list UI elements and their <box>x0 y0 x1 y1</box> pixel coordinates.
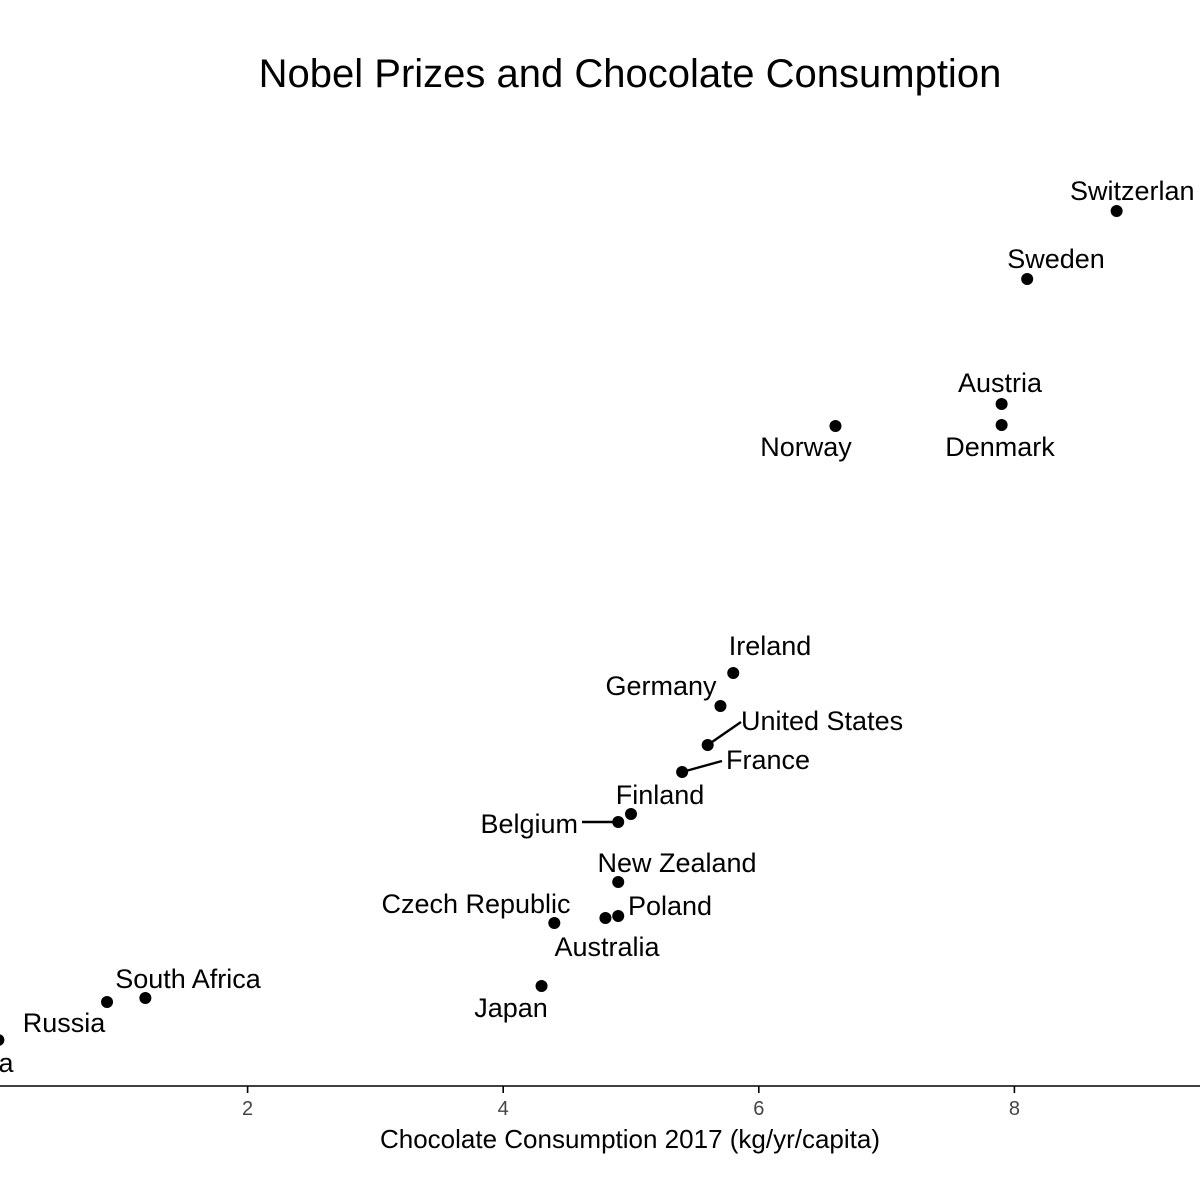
points-layer: Switzerlan Sweden Austria Denmark Norway Irel… <box>0 176 1195 1078</box>
point-france <box>676 766 689 778</box>
point-belgium <box>612 816 625 828</box>
label-germany: Germany <box>605 671 717 701</box>
x-tick-label-6: 6 <box>753 1098 764 1120</box>
leader-line-united-states <box>706 721 742 746</box>
point-denmark <box>995 419 1008 431</box>
label-south-africa: South Africa <box>115 964 262 994</box>
label-poland: Poland <box>628 891 712 921</box>
label-japan: Japan <box>474 993 548 1023</box>
chart-title: Nobel Prizes and Chocolate Consumption <box>259 52 1002 96</box>
x-axis-ticks: 2 4 6 8 <box>242 1086 1020 1120</box>
label-china: a <box>0 1048 14 1078</box>
label-czech-republic: Czech Republic <box>381 889 570 919</box>
point-south-africa <box>139 992 152 1004</box>
point-sweden <box>1021 273 1034 285</box>
leader-line-france <box>681 759 723 774</box>
point-china <box>0 1034 5 1046</box>
label-denmark: Denmark <box>945 432 1055 462</box>
label-united-states: United States <box>741 706 903 736</box>
label-sweden: Sweden <box>1007 244 1105 274</box>
point-new-zealand <box>612 876 625 888</box>
label-switzerland: Switzerlan <box>1070 176 1195 206</box>
x-tick-label-8: 8 <box>1009 1098 1020 1120</box>
label-ireland: Ireland <box>729 631 812 661</box>
point-united-states <box>701 739 714 751</box>
label-australia: Australia <box>554 932 660 962</box>
point-germany <box>714 700 727 712</box>
x-tick-label-4: 4 <box>498 1098 509 1120</box>
label-russia: Russia <box>23 1008 107 1038</box>
point-poland <box>612 910 625 922</box>
label-france: France <box>726 745 810 775</box>
label-finland: Finland <box>616 780 705 810</box>
label-belgium: Belgium <box>480 809 578 839</box>
point-japan <box>535 980 548 992</box>
x-tick-label-2: 2 <box>242 1098 253 1120</box>
point-australia <box>599 912 612 924</box>
label-new-zealand: New Zealand <box>597 848 756 878</box>
point-austria <box>995 398 1008 410</box>
label-austria: Austria <box>958 368 1043 398</box>
point-ireland <box>727 667 740 679</box>
x-axis-label: Chocolate Consumption 2017 (kg/yr/capita… <box>380 1124 880 1154</box>
label-norway: Norway <box>760 432 852 462</box>
point-norway <box>829 420 842 432</box>
point-russia <box>101 996 114 1008</box>
point-switzerland <box>1110 205 1123 217</box>
point-czech-republic <box>548 917 561 929</box>
point-finland <box>625 808 637 820</box>
